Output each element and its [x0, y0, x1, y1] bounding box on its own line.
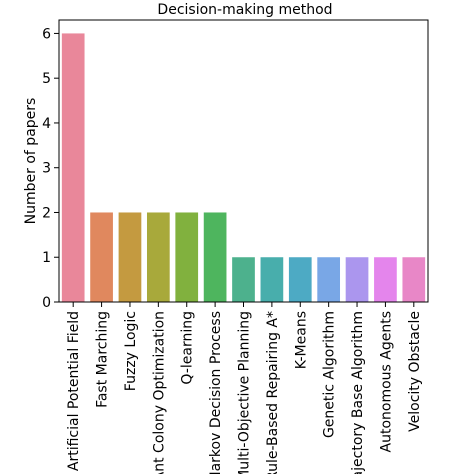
x-tick-label: Trajectory Base Algorithm	[350, 311, 366, 474]
plot-frame	[58, 19, 429, 303]
bar	[317, 257, 341, 302]
bar	[288, 257, 312, 302]
x-tick-label: Velocity Obstacle	[407, 311, 423, 432]
x-tick-label: Autonomous Agents	[378, 311, 394, 453]
y-tick-label: 4	[42, 116, 51, 132]
x-tick-label: Markov Decision Process	[208, 311, 224, 474]
bar	[374, 257, 397, 302]
x-tick-label: K-Means	[293, 311, 309, 369]
x-tick-label: Fuzzy Logic	[123, 311, 139, 391]
x-tick-label: Ant Colony Optimization	[151, 311, 167, 474]
bar	[402, 257, 426, 302]
x-tick-label: Genetic Algorithm	[322, 311, 338, 438]
x-tick-label: Fast Marching	[95, 311, 111, 408]
bar	[90, 212, 113, 302]
bar	[175, 212, 199, 302]
chart-title: Decision-making method	[157, 2, 332, 18]
y-axis-ticks: 0 1 2 3 4 5 6	[42, 26, 59, 311]
bar	[203, 212, 227, 302]
y-axis-label: Number of papers	[23, 98, 39, 225]
bars	[61, 33, 426, 303]
x-tick-label: Rule-Based Repairing A*	[265, 311, 281, 474]
y-tick-label: 6	[42, 26, 51, 42]
bar	[260, 257, 284, 302]
bar	[61, 33, 85, 303]
bar	[345, 257, 369, 302]
bar	[118, 212, 142, 302]
y-tick-label: 3	[42, 161, 51, 177]
x-tick-label: Q-learning	[180, 311, 196, 385]
x-tick-label: Artificial Potential Field	[66, 311, 82, 471]
x-axis-ticks: Artificial Potential Field Fast Marching F…	[66, 302, 423, 474]
y-tick-label: 0	[42, 295, 51, 311]
bar	[232, 257, 255, 302]
y-tick-label: 1	[42, 250, 51, 266]
y-tick-label: 2	[42, 205, 51, 221]
y-tick-label: 5	[42, 71, 51, 87]
bar	[146, 212, 170, 302]
x-tick-label: Multi-Objective Planning	[237, 311, 253, 474]
